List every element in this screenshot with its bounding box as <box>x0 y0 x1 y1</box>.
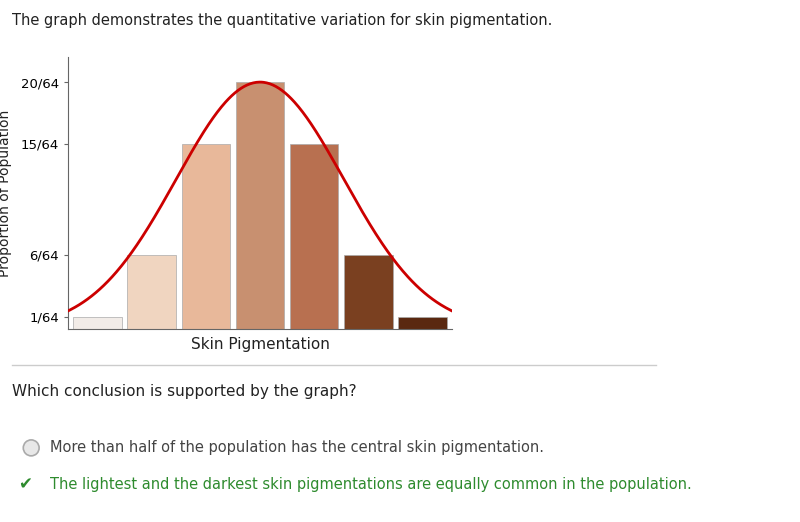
Bar <box>344 255 393 329</box>
Bar <box>74 316 122 329</box>
Circle shape <box>23 440 39 456</box>
Bar <box>127 255 176 329</box>
Text: The lightest and the darkest skin pigmentations are equally common in the popula: The lightest and the darkest skin pigmen… <box>50 477 691 492</box>
X-axis label: Skin Pigmentation: Skin Pigmentation <box>190 337 330 352</box>
Y-axis label: Proportion of Population: Proportion of Population <box>0 110 12 277</box>
Text: Which conclusion is supported by the graph?: Which conclusion is supported by the gra… <box>12 384 357 399</box>
Bar <box>182 144 230 329</box>
Bar <box>236 82 284 329</box>
Text: More than half of the population has the central skin pigmentation.: More than half of the population has the… <box>50 441 544 455</box>
Bar <box>398 316 446 329</box>
Text: ✔: ✔ <box>18 476 31 493</box>
Text: The graph demonstrates the quantitative variation for skin pigmentation.: The graph demonstrates the quantitative … <box>12 13 552 28</box>
Bar <box>290 144 338 329</box>
